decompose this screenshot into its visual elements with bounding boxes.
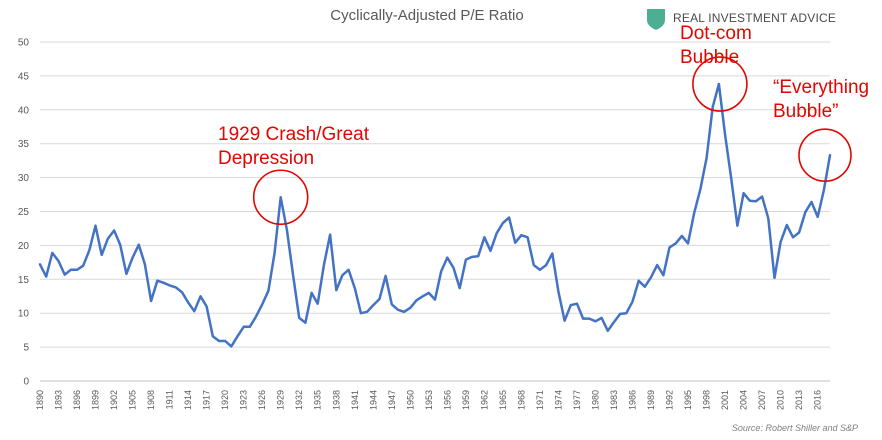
annotations-layer: 1929 Crash/Great Depression Dot-com Bubble “…	[218, 23, 869, 226]
x-tick-label: 1998	[702, 390, 712, 410]
x-tick-label: 1971	[535, 390, 545, 410]
x-tick-label: 1896	[72, 390, 82, 410]
x-tick-label: 1962	[479, 390, 489, 410]
x-tick-label: 1941	[350, 390, 360, 410]
x-tick-label: 1935	[313, 390, 323, 410]
y-tick-label: 20	[18, 241, 30, 252]
annotation-circle	[692, 56, 748, 112]
y-tick-label: 45	[18, 71, 30, 82]
x-tick-label: 1974	[553, 390, 563, 410]
x-tick-label: 2004	[739, 390, 749, 410]
y-axis: 0 5 10 15 20 25 30 35 40 45 50	[18, 38, 30, 388]
x-tick-label: 1992	[665, 390, 675, 410]
y-tick-label: 40	[18, 105, 30, 116]
y-tick-label: 30	[18, 173, 30, 184]
annotation-label: Bubble	[680, 47, 739, 68]
x-tick-label: 1965	[498, 390, 508, 410]
y-tick-label: 10	[18, 309, 30, 320]
x-tick-label: 1917	[202, 390, 212, 410]
x-tick-label: 2013	[794, 390, 804, 410]
annotation-label: Dot-com	[680, 23, 752, 44]
x-tick-label: 1893	[54, 390, 64, 410]
gridlines	[40, 41, 830, 382]
x-tick-label: 2007	[757, 390, 767, 410]
x-tick-label: 1899	[91, 390, 101, 410]
y-tick-label: 50	[18, 38, 30, 49]
x-tick-label: 1914	[183, 390, 193, 410]
series-layer	[38, 82, 832, 348]
x-tick-label: 1980	[590, 390, 600, 410]
x-tick-label: 1995	[683, 390, 693, 410]
x-tick-label: 1956	[442, 390, 452, 410]
brand-logo: REAL INVESTMENT ADVICE	[647, 9, 836, 30]
y-tick-label: 15	[18, 275, 30, 286]
x-tick-label: 1890	[35, 390, 45, 410]
series-line-0	[38, 82, 832, 348]
x-tick-label: 1929	[276, 390, 286, 410]
x-axis: 1890 1893 1896 1899 1902 1905 1908 1911 1914 1917…	[35, 390, 823, 410]
x-tick-label: 2016	[813, 390, 823, 410]
annotation-label: Depression	[218, 148, 314, 169]
annotation-circle	[252, 169, 309, 226]
x-tick-label: 1989	[646, 390, 656, 410]
x-tick-label: 2010	[776, 390, 786, 410]
x-tick-label: 1977	[572, 390, 582, 410]
brand-name: REAL INVESTMENT ADVICE	[673, 11, 836, 25]
x-tick-label: 1905	[128, 390, 138, 410]
x-tick-label: 1911	[165, 390, 175, 409]
y-tick-label: 25	[18, 207, 30, 218]
annotation-label: Bubble”	[773, 101, 839, 122]
y-tick-label: 0	[23, 377, 29, 388]
source-note: Source: Robert Shiller and S&P	[732, 423, 858, 433]
x-tick-label: 1947	[387, 390, 397, 410]
x-tick-label: 1959	[461, 390, 471, 410]
shield-icon	[647, 9, 665, 30]
chart-title: Cyclically-Adjusted P/E Ratio	[330, 7, 523, 24]
annotation-circle	[798, 128, 852, 183]
x-tick-label: 1986	[628, 390, 638, 410]
x-tick-label: 1950	[405, 390, 415, 410]
annotation-label: 1929 Crash/Great	[218, 124, 370, 145]
x-tick-label: 1983	[609, 390, 619, 410]
x-tick-label: 1908	[146, 390, 156, 410]
x-tick-label: 1920	[220, 390, 230, 410]
x-tick-label: 2001	[720, 390, 730, 410]
annotation-label: “Everything	[773, 77, 869, 98]
x-tick-label: 1902	[109, 390, 119, 410]
x-tick-label: 1944	[368, 390, 378, 410]
x-tick-label: 1926	[257, 390, 267, 410]
y-tick-label: 35	[18, 139, 30, 150]
x-tick-label: 1923	[239, 390, 249, 410]
y-tick-label: 5	[23, 343, 29, 354]
x-tick-label: 1968	[516, 390, 526, 410]
x-tick-label: 1938	[331, 390, 341, 410]
x-tick-label: 1932	[294, 390, 304, 410]
x-tick-label: 1953	[424, 390, 434, 410]
